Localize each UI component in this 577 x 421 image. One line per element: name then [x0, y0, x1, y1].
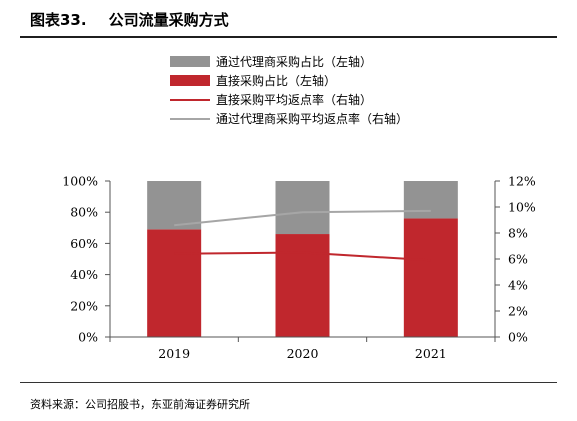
right-tick-label: 10% [508, 200, 536, 215]
bar-direct-2020 [275, 234, 330, 337]
footer-divider [20, 382, 557, 383]
legend-label-agent-rebate: 通过代理商采购平均返点率（右轴） [216, 112, 409, 126]
bar-agent-2020 [275, 181, 330, 235]
right-tick-label: 12% [508, 174, 536, 189]
x-tick-label: 2020 [287, 346, 319, 361]
left-tick-label: 40% [70, 267, 98, 282]
x-tick-label: 2021 [415, 346, 447, 361]
bar-direct-2021 [403, 218, 458, 337]
bar-direct-2019 [147, 229, 202, 337]
left-tick-label: 80% [70, 205, 98, 220]
right-tick-label: 0% [508, 330, 528, 345]
left-tick-label: 0% [78, 330, 98, 345]
x-tick-label: 2019 [158, 346, 190, 361]
right-tick-label: 4% [508, 278, 528, 293]
legend-item-agent-rebate: 通过代理商采购平均返点率（右轴） [170, 109, 408, 128]
legend-label-direct-share: 直接采购占比（左轴） [216, 74, 337, 88]
legend-label-direct-rebate: 直接采购平均返点率（右轴） [216, 93, 373, 107]
legend-item-direct-rebate: 直接采购平均返点率（右轴） [170, 90, 408, 109]
legend-line-red [170, 98, 210, 101]
legend-item-agent-share: 通过代理商采购占比（左轴） [170, 52, 408, 71]
right-tick-label: 8% [508, 226, 528, 241]
legend-line-gray [170, 117, 210, 120]
line-direct-rebate [174, 251, 431, 262]
chart-legend: 通过代理商采购占比（左轴） 直接采购占比（左轴） 直接采购平均返点率（右轴） 通… [170, 52, 408, 128]
legend-swatch-gray-bar [170, 56, 210, 67]
figure-title-text: 公司流量采购方式 [108, 11, 229, 29]
title-divider [20, 36, 557, 38]
line-agent-rebate [174, 209, 431, 227]
legend-label-agent-share: 通过代理商采购占比（左轴） [216, 55, 373, 69]
source-note: 资料来源：公司招股书，东亚前海证券研究所 [30, 398, 250, 411]
left-tick-label: 20% [70, 298, 98, 313]
legend-item-direct-share: 直接采购占比（左轴） [170, 71, 408, 90]
figure-title: 图表33. 公司流量采购方式 [30, 9, 229, 30]
bar-agent-2019 [147, 181, 202, 230]
legend-swatch-red-bar [170, 75, 210, 86]
left-tick-label: 100% [62, 174, 98, 189]
right-tick-label: 6% [508, 252, 528, 267]
right-tick-label: 2% [508, 304, 528, 319]
figure-number: 图表33. [30, 11, 87, 29]
left-tick-label: 60% [70, 236, 98, 251]
bar-agent-2021 [403, 181, 458, 219]
